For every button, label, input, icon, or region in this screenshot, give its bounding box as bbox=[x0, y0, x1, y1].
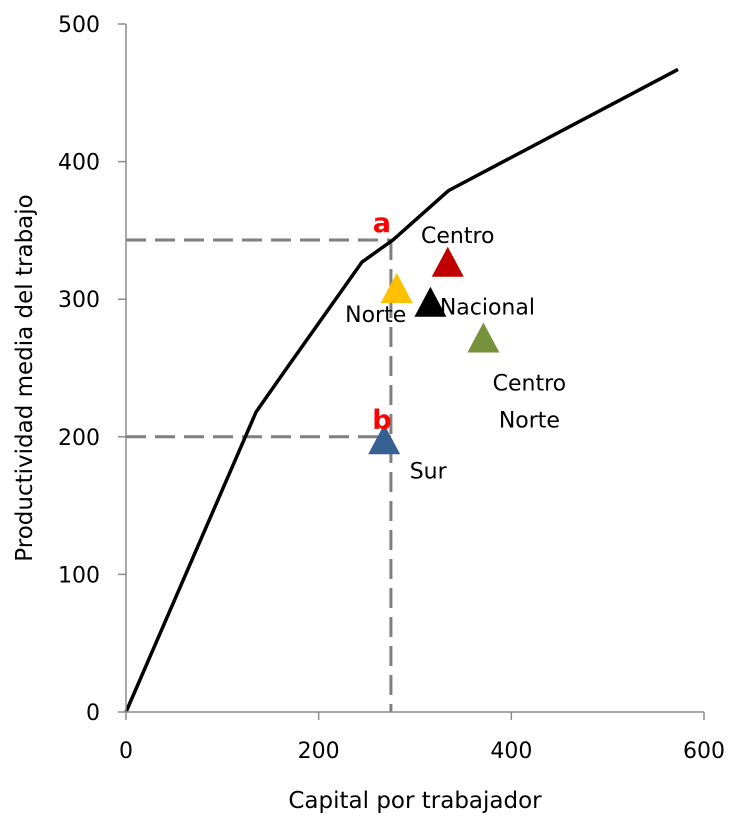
region-labels: Centro Norte Nacional Centro Norte Sur bbox=[345, 224, 566, 485]
point-label-nacional: Nacional bbox=[440, 296, 535, 321]
point-label-sur: Sur bbox=[410, 459, 448, 484]
y-axis-title: Productividad media del trabajo bbox=[12, 194, 38, 561]
reference-guides bbox=[126, 238, 393, 712]
reference-label-b: b bbox=[372, 405, 391, 436]
x-axis-title: Capital por trabajador bbox=[288, 788, 542, 814]
y-tick-label: 400 bbox=[58, 151, 100, 176]
x-tick-label: 0 bbox=[119, 739, 133, 764]
y-tick-label: 100 bbox=[58, 563, 100, 588]
tick-group: 0 200 400 600 0 100 200 300 400 500 bbox=[58, 13, 725, 764]
y-tick-label: 500 bbox=[58, 13, 100, 38]
point-nacional bbox=[414, 286, 447, 317]
point-label-centro-norte: Centro bbox=[493, 371, 567, 396]
point-label-centro: Centro bbox=[421, 224, 495, 249]
reference-labels: ab bbox=[372, 208, 391, 436]
point-label-centro-norte: Norte bbox=[499, 408, 560, 433]
reference-label-a: a bbox=[373, 208, 391, 239]
y-tick-label: 0 bbox=[86, 701, 100, 726]
x-tick-label: 400 bbox=[490, 739, 532, 764]
y-tick-label: 200 bbox=[58, 426, 100, 451]
point-label-norte: Norte bbox=[345, 303, 406, 328]
axes bbox=[125, 24, 704, 713]
y-tick-label: 300 bbox=[58, 288, 100, 313]
point-centro bbox=[431, 246, 464, 277]
frontier-line bbox=[124, 67, 679, 713]
frontier-group bbox=[124, 67, 679, 713]
point-sur bbox=[368, 424, 401, 455]
point-centro-norte bbox=[467, 322, 500, 353]
x-tick-label: 200 bbox=[298, 739, 340, 764]
x-tick-label: 600 bbox=[683, 739, 725, 764]
region-points bbox=[368, 246, 500, 455]
point-norte bbox=[380, 272, 413, 303]
